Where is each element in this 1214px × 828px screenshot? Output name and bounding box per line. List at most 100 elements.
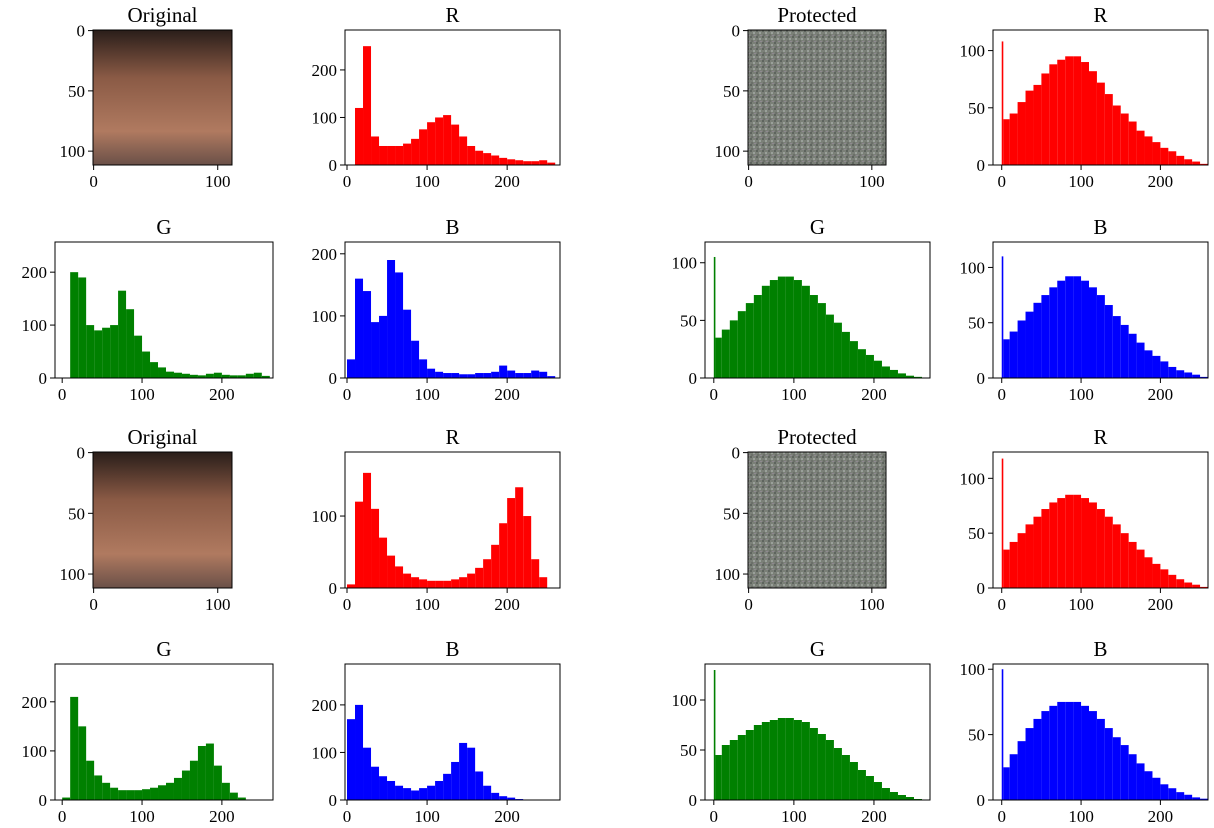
histogram-bar (475, 771, 484, 800)
histogram-bar (237, 375, 246, 378)
histogram-bar (1184, 372, 1193, 378)
histogram-bar (1104, 305, 1113, 378)
histogram-bar (245, 373, 254, 378)
x-tick-label: 100 (781, 385, 807, 404)
histogram-bar (515, 373, 524, 378)
histogram-bar (181, 373, 190, 378)
histogram-bar (150, 787, 159, 800)
histogram-bar (777, 276, 786, 378)
histogram-bar (1128, 333, 1137, 378)
histogram-bar (531, 161, 540, 165)
y-tick-label: 100 (312, 108, 338, 127)
histogram-bar (1057, 280, 1066, 378)
histogram-bar (1192, 797, 1201, 800)
histogram-bar (1049, 64, 1058, 165)
histogram-bar (126, 309, 135, 378)
histogram-bar (387, 780, 396, 800)
histogram-bar (379, 537, 388, 588)
histogram-bar (507, 370, 516, 378)
y-tick-label: 50 (680, 311, 697, 330)
histogram-bar (1176, 792, 1185, 800)
histogram-bar (475, 373, 484, 378)
histogram-bar (515, 160, 524, 165)
histogram-bar (403, 788, 412, 800)
histogram-bar (475, 150, 484, 165)
y-tick-label: 50 (968, 524, 985, 543)
histogram-bar (229, 792, 238, 800)
y-tick-label: 100 (715, 142, 741, 161)
x-tick-label: 0 (343, 807, 352, 826)
y-tick-label: 200 (22, 693, 48, 712)
x-tick-label: 200 (861, 385, 887, 404)
histogram-bar (1081, 498, 1089, 588)
y-tick-label: 100 (672, 254, 698, 273)
histogram-bar (793, 720, 802, 800)
histogram-bar (142, 789, 151, 800)
histogram-bar (539, 577, 548, 588)
histogram-bar (1096, 82, 1105, 165)
x-tick-label: 0 (89, 172, 98, 191)
histogram-bar (221, 782, 230, 800)
histogram-bar (1003, 339, 1010, 378)
histogram-bar (1033, 84, 1042, 165)
histogram-bar (1200, 798, 1208, 800)
histogram-bar (809, 728, 818, 800)
histogram-bar (1152, 777, 1161, 800)
histogram-bar (1065, 276, 1074, 378)
histogram-bar (1112, 524, 1121, 588)
x-tick-label: 100 (1068, 385, 1094, 404)
y-tick-label: 50 (968, 99, 985, 118)
histogram-bar (491, 371, 500, 378)
histogram-bar (1120, 533, 1129, 588)
histogram-bar (395, 272, 404, 378)
histogram-bar (1128, 541, 1137, 588)
histogram-bar (403, 309, 412, 378)
histogram-bar (1003, 767, 1010, 800)
x-tick-label: 100 (414, 595, 440, 614)
histogram-bar (237, 797, 246, 800)
histogram-bar (483, 559, 492, 588)
histogram-bar (523, 516, 532, 588)
histogram-bar (539, 160, 548, 165)
x-tick-label: 0 (997, 807, 1006, 826)
histogram-bar (94, 775, 103, 800)
histogram-bar (1184, 159, 1193, 165)
histogram-bar (1192, 584, 1201, 588)
histogram-bar (1112, 737, 1121, 800)
y-tick-label: 100 (60, 142, 86, 161)
histogram-bar (849, 341, 858, 378)
y-tick-label: 50 (68, 82, 85, 101)
histogram-bar (142, 351, 151, 378)
histogram-bar (499, 365, 508, 378)
x-tick-label: 0 (997, 172, 1006, 191)
histogram-bar (387, 260, 396, 378)
axes-frame (747, 451, 887, 589)
histogram-bar (86, 325, 95, 378)
histogram-bar (737, 311, 746, 378)
histogram-bar (1017, 102, 1026, 165)
histogram-bar (1120, 745, 1129, 800)
histogram-bar (1041, 711, 1050, 800)
histogram-bar (1025, 524, 1034, 588)
x-tick-label: 200 (861, 807, 887, 826)
histogram-bar (126, 790, 135, 800)
histogram-bar (1152, 142, 1161, 165)
histogram-bar (913, 376, 922, 378)
y-tick-label: 0 (329, 369, 338, 388)
histogram-bar (1200, 163, 1208, 165)
histogram-bar (1168, 574, 1177, 588)
histogram-bar (1168, 151, 1177, 165)
axes-frame (344, 451, 561, 589)
histogram-bar (419, 788, 428, 800)
histogram-bar (721, 745, 730, 800)
histogram-bar (78, 726, 87, 800)
y-tick-label: 0 (977, 369, 986, 388)
histogram-bar (1096, 509, 1105, 588)
histogram-bar (1088, 287, 1097, 378)
histogram-bar (1025, 728, 1034, 800)
histogram-bar (745, 303, 754, 378)
histogram-bar (1112, 105, 1121, 165)
histogram-bar (371, 508, 380, 588)
histogram-bar (459, 742, 468, 800)
